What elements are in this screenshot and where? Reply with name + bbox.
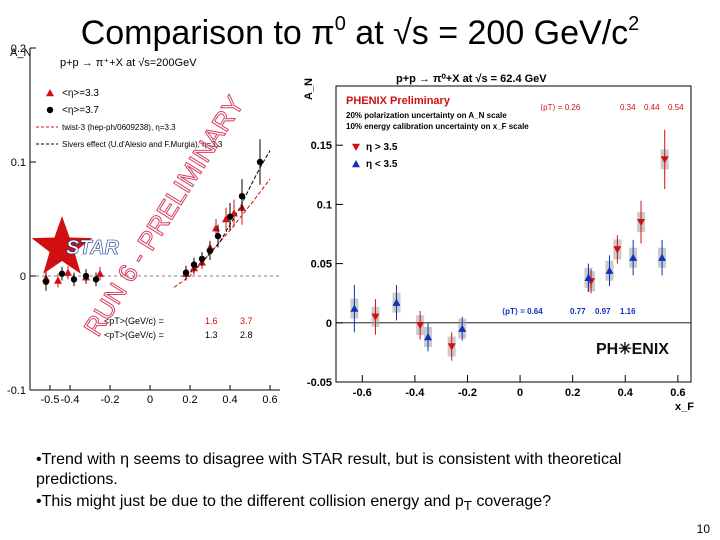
chart-title: p+p → π⁺+X at √s=200GeV xyxy=(60,57,197,69)
data-point xyxy=(371,313,380,321)
pt-top-value: 0.54 xyxy=(668,103,684,112)
y-tick-label: -0.05 xyxy=(307,377,332,389)
data-point xyxy=(256,158,264,166)
slide-title: Comparison to π0 at √s = 200 GeV/c2 xyxy=(80,13,640,52)
legend-marker xyxy=(46,89,54,97)
data-point xyxy=(416,321,425,330)
y-tick-label: 0.1 xyxy=(317,199,332,211)
y-tick-label: 0 xyxy=(20,271,26,283)
y-axis-label: A_N xyxy=(10,47,31,59)
x-tick-label: -0.2 xyxy=(458,387,477,399)
x-tick-label: 0.2 xyxy=(565,387,580,399)
phenix-logo: PH✳ENIX xyxy=(596,341,669,358)
legend-label: twist-3 (hep-ph/0609238), η=3.3 xyxy=(62,123,176,132)
data-point xyxy=(447,343,456,351)
x-axis-label: x_F xyxy=(675,401,694,413)
x-tick-label: -0.6 xyxy=(353,387,372,399)
x-tick-label: 0 xyxy=(147,394,153,406)
legend-label: η > 3.5 xyxy=(366,142,398,153)
data-point xyxy=(92,276,100,283)
data-point xyxy=(392,298,401,306)
pt-top-value: 0.34 xyxy=(620,103,636,112)
data-point xyxy=(82,272,90,280)
star-label: STAR xyxy=(66,237,120,259)
data-point xyxy=(613,246,622,254)
y-tick-label: 0.15 xyxy=(311,140,332,152)
pt-top-value: 0.44 xyxy=(644,103,660,112)
x-tick-label: -0.2 xyxy=(101,394,120,406)
pt-value: 1.3 xyxy=(205,330,218,340)
pt-value: 1.6 xyxy=(205,316,218,326)
page-number: 10 xyxy=(696,522,710,536)
y-tick-label: -0.1 xyxy=(7,385,26,397)
legend-marker xyxy=(352,160,360,168)
pt-bottom-value: 0.97 xyxy=(595,307,611,316)
x-tick-label: 0 xyxy=(517,387,523,399)
bullet-1: •Trend with η seems to disagree with STA… xyxy=(36,451,622,488)
pt-bottom-label: ⟨pT⟩ = 0.64 xyxy=(502,307,543,316)
data-point xyxy=(605,266,614,274)
data-point xyxy=(190,261,198,268)
uncertainty-note: 10% energy calibration uncertainty on x_… xyxy=(346,122,529,131)
data-point xyxy=(424,333,433,341)
chart-title: p+p → π⁰+X at √s = 62.4 GeV xyxy=(396,73,547,85)
data-point xyxy=(64,268,72,276)
data-point xyxy=(212,224,220,232)
bullet-list: •Trend with η seems to disagree with STA… xyxy=(36,450,676,518)
y-tick-label: 0.1 xyxy=(11,157,26,169)
data-point xyxy=(70,276,78,283)
data-point xyxy=(226,213,234,220)
legend-marker xyxy=(352,143,360,151)
theory-curve xyxy=(173,178,271,288)
data-point xyxy=(637,218,646,227)
phenix-chart: -0.05 0 0.05 0.1 0.15 -0.6 -0.4 -0.2 0 0.2 0.4 0.6 A… xyxy=(303,73,694,413)
pt-label: <pT>(GeV/c) = xyxy=(104,316,164,326)
data-point xyxy=(206,247,214,255)
pt-value: 3.7 xyxy=(240,316,253,326)
legend-marker xyxy=(46,106,54,114)
x-tick-label: 0.4 xyxy=(618,387,634,399)
x-tick-label: 0.6 xyxy=(670,387,685,399)
data-point xyxy=(222,215,230,223)
star-logo xyxy=(31,216,93,274)
data-point xyxy=(42,278,50,285)
star-chart: -0.1 0 0.1 0.2 -0.5 -0.4 -0.2 0 0.2 0.4 0.6 A_N p+p … xyxy=(7,43,280,406)
data-point xyxy=(458,324,467,332)
plot-frame xyxy=(335,85,692,383)
legend-label: <η>=3.7 xyxy=(62,105,99,116)
data-point xyxy=(629,253,638,261)
legend-label: Sivers effect (U.d'Alesio and F.Murgia),… xyxy=(62,140,223,149)
x-tick-label: 0.6 xyxy=(262,394,277,406)
legend-label: <η>=3.3 xyxy=(62,88,99,99)
data-point xyxy=(54,276,62,284)
preliminary-label: PHENIX Preliminary xyxy=(346,95,451,107)
pt-top-label: ⟨pT⟩ = 0.26 xyxy=(540,103,581,112)
y-axis-label: A_N xyxy=(303,78,315,100)
data-point xyxy=(584,273,593,282)
x-tick-label: -0.4 xyxy=(405,387,425,399)
data-point xyxy=(198,255,206,263)
x-tick-label: -0.4 xyxy=(61,394,80,406)
data-point xyxy=(238,193,246,200)
pt-bottom-value: 1.16 xyxy=(620,307,636,316)
legend-label: η < 3.5 xyxy=(366,159,398,170)
x-tick-label: -0.5 xyxy=(41,394,60,406)
pt-bottom-value: 0.77 xyxy=(570,307,586,316)
data-point xyxy=(58,270,66,277)
pt-value: 2.8 xyxy=(240,330,253,340)
y-tick-label: 0 xyxy=(326,318,332,330)
data-point xyxy=(214,232,222,240)
x-tick-label: 0.2 xyxy=(182,394,197,406)
data-point xyxy=(350,304,359,312)
pt-label: <pT>(GeV/c) = xyxy=(104,330,164,340)
data-point xyxy=(182,269,190,276)
y-tick-label: 0.2 xyxy=(11,43,26,55)
data-point xyxy=(96,269,104,277)
uncertainty-note: 20% polarization uncertainty on A_N scal… xyxy=(346,111,507,120)
y-tick-label: 0.05 xyxy=(311,259,332,271)
data-point xyxy=(660,156,669,164)
data-point xyxy=(658,253,667,261)
x-tick-label: 0.4 xyxy=(222,394,237,406)
bullet-2: •This might just be due to the different… xyxy=(36,493,552,514)
